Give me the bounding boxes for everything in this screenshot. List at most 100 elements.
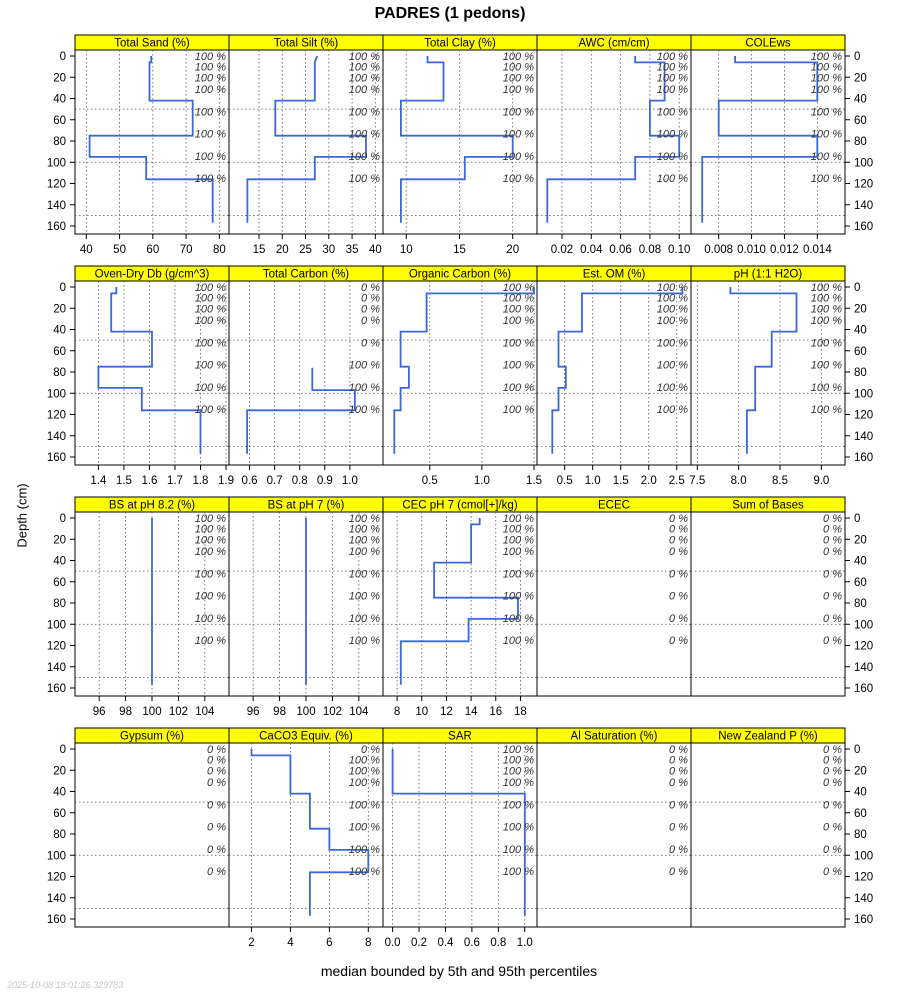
x-tick-label: 9.0 — [813, 475, 829, 487]
data-completeness-label: 100 % — [349, 72, 380, 84]
data-completeness-label: 100 % — [503, 568, 534, 580]
y-tick-label-right: 140 — [854, 893, 873, 905]
timestamp: 2025-10-08 18:01:26.329783 — [7, 980, 124, 990]
data-completeness-label: 100 % — [349, 151, 380, 163]
panel-border — [690, 742, 846, 928]
data-completeness-label: 100 % — [811, 303, 842, 315]
data-completeness-label: 100 % — [811, 337, 842, 349]
x-tick-label: 4 — [287, 937, 294, 949]
panel-3-3: Al Saturation (%)0 %0 %0 %0 %0 %0 %0 %0 … — [536, 727, 692, 928]
data-completeness-label: 100 % — [195, 513, 226, 525]
data-completeness-label: 100 % — [195, 635, 226, 647]
data-completeness-label: 100 % — [811, 360, 842, 372]
y-tick-label-right: 60 — [854, 577, 867, 589]
data-completeness-label: 100 % — [503, 84, 534, 96]
x-tick-label: 0.6 — [242, 475, 258, 487]
x-tick-label: 1.0 — [474, 475, 490, 487]
data-completeness-label: 100 % — [195, 360, 226, 372]
x-tick-label: 0.8 — [490, 937, 506, 949]
x-tick-label: 0.7 — [267, 475, 283, 487]
x-tick-label: 30 — [322, 244, 335, 256]
data-completeness-label: 100 % — [503, 282, 534, 294]
data-completeness-label: 100 % — [657, 129, 688, 141]
y-tick-label-left: 60 — [53, 577, 66, 589]
y-tick-label-left: 20 — [53, 765, 66, 777]
x-tick-label: 0.8 — [292, 475, 308, 487]
panel-title: Total Silt (%) — [274, 38, 339, 50]
y-tick-label-left: 120 — [47, 641, 66, 653]
y-tick-label-left: 160 — [47, 914, 66, 926]
y-tick-label-right: 20 — [854, 765, 867, 777]
median-profile-line — [88, 56, 214, 223]
data-completeness-label: 0 % — [669, 568, 688, 580]
median-profile-line — [399, 56, 514, 223]
data-completeness-label: 0 % — [669, 844, 688, 856]
data-completeness-label: 0 % — [207, 866, 226, 878]
y-tick-label-left: 40 — [53, 325, 66, 337]
panel-3-0: Gypsum (%)0 %0 %0 %0 %0 %0 %0 %0 % — [74, 727, 230, 928]
data-completeness-label: 0 % — [207, 777, 226, 789]
data-completeness-label: 0 % — [207, 744, 226, 756]
panel-border — [228, 280, 384, 466]
data-completeness-label: 100 % — [195, 382, 226, 394]
data-completeness-label: 100 % — [503, 844, 534, 856]
data-completeness-label: 100 % — [503, 151, 534, 163]
data-completeness-label: 100 % — [503, 315, 534, 327]
data-completeness-label: 100 % — [349, 51, 380, 63]
y-tick-label-right: 80 — [854, 829, 867, 841]
data-completeness-label: 100 % — [811, 84, 842, 96]
x-tick-label: 100 — [296, 706, 315, 718]
data-completeness-label: 100 % — [811, 404, 842, 416]
data-completeness-label: 100 % — [503, 799, 534, 811]
x-tick-label: 15 — [453, 244, 466, 256]
y-tick-label-left: 20 — [53, 72, 66, 84]
panel-title: New Zealand P (%) — [718, 731, 818, 743]
panel-0-1: Total Silt (%)100 %100 %100 %100 %100 %1… — [228, 34, 384, 256]
data-completeness-label: 100 % — [503, 534, 534, 546]
data-completeness-label: 100 % — [349, 382, 380, 394]
data-completeness-label: 100 % — [503, 866, 534, 878]
x-tick-label: 40 — [369, 244, 382, 256]
data-completeness-label: 0 % — [823, 844, 842, 856]
data-completeness-label: 0 % — [669, 755, 688, 767]
x-tick-label: 0.6 — [464, 937, 480, 949]
panel-0-3: AWC (cm/cm)100 %100 %100 %100 %100 %100 … — [536, 34, 692, 256]
y-tick-label-right: 140 — [854, 431, 873, 443]
panel-title: Total Carbon (%) — [263, 269, 349, 281]
y-tick-label-right: 160 — [854, 914, 873, 926]
x-tick-label: 0.2 — [411, 937, 427, 949]
y-tick-label-right: 80 — [854, 136, 867, 148]
median-profile-line — [246, 55, 367, 223]
data-completeness-label: 0 % — [361, 337, 380, 349]
data-completeness-label: 100 % — [349, 524, 380, 536]
panel-title: CaCO3 Equiv. (%) — [259, 731, 353, 743]
data-completeness-label: 0 % — [823, 755, 842, 767]
panel-title: BS at pH 8.2 (%) — [109, 500, 195, 512]
panel-2-0: BS at pH 8.2 (%)100 %100 %100 %100 %100 … — [74, 496, 230, 718]
data-completeness-label: 100 % — [195, 106, 226, 118]
panel-title: AWC (cm/cm) — [578, 38, 649, 50]
data-completeness-label: 0 % — [823, 546, 842, 558]
data-completeness-label: 100 % — [657, 151, 688, 163]
x-tick-label: 10 — [415, 706, 428, 718]
x-tick-label: 0.0 — [385, 937, 401, 949]
y-tick-label-left: 0 — [60, 282, 66, 294]
x-tick-label: 1.7 — [167, 475, 183, 487]
y-tick-label-left: 20 — [53, 303, 66, 315]
data-completeness-label: 100 % — [349, 62, 380, 74]
panel-title: Gypsum (%) — [120, 731, 184, 743]
y-tick-label-left: 140 — [47, 200, 66, 212]
data-completeness-label: 0 % — [669, 866, 688, 878]
x-tick-label: 1.5 — [613, 475, 629, 487]
median-profile-line — [250, 749, 370, 916]
data-completeness-label: 100 % — [195, 303, 226, 315]
data-completeness-label: 100 % — [657, 84, 688, 96]
y-tick-label-right: 0 — [854, 282, 860, 294]
x-tick-label: 70 — [180, 244, 193, 256]
data-completeness-label: 0 % — [823, 777, 842, 789]
data-completeness-label: 100 % — [349, 534, 380, 546]
y-tick-label-right: 100 — [854, 157, 873, 169]
data-completeness-label: 0 % — [669, 613, 688, 625]
data-completeness-label: 100 % — [811, 51, 842, 63]
